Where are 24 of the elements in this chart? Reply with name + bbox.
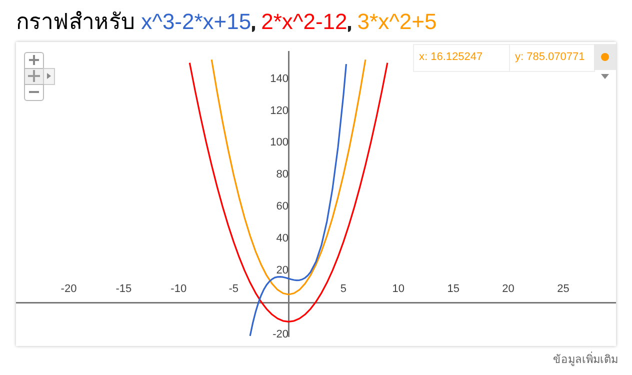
y-tick-label: 120 [270, 104, 289, 117]
y-tick-label: 100 [270, 136, 289, 149]
series-label: 3*x^2+5 [357, 9, 437, 34]
x-tick-label: -10 [170, 283, 187, 296]
x-tick-label: -20 [60, 283, 77, 296]
x-tick-label: 5 [340, 283, 347, 296]
y-tick-label: 40 [276, 232, 289, 245]
annotation: y: 785.070771 [514, 50, 586, 65]
x-tick-label: -5 [228, 283, 238, 296]
y-tick-label: 60 [276, 200, 289, 213]
x-tick-label: 15 [447, 283, 460, 296]
y-tick-label: 20 [276, 264, 289, 277]
text: 2*x^2-12 [261, 9, 348, 34]
text: x^3-2*x+15 [141, 9, 252, 34]
y-tick-label: 80 [276, 168, 289, 181]
chart-title: กราฟสำหรับ [16, 9, 135, 34]
x-tick-label: 25 [557, 283, 570, 296]
y-tick-label: -20 [272, 328, 289, 341]
y-tick-label: 140 [270, 72, 289, 85]
annotation: x: 16.125247 [414, 45, 510, 71]
x-tick-label: -15 [116, 283, 132, 296]
x-tick-label: 20 [502, 283, 514, 296]
text: ข้อมูลเพิ่มเติม [553, 350, 618, 368]
x-tick-label: 10 [392, 283, 405, 296]
